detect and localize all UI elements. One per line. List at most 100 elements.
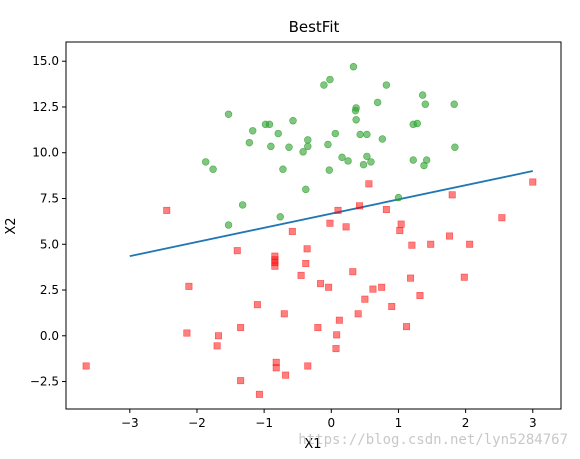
red-square-point: [335, 316, 343, 324]
red-square-point: [297, 271, 305, 279]
red-square-point: [388, 302, 396, 310]
x-tick-label: −2: [188, 416, 206, 430]
red-square-point: [407, 274, 415, 282]
red-square-point: [314, 324, 322, 332]
green-circle-point: [331, 129, 340, 138]
red-square-point: [82, 362, 90, 370]
red-square-point: [416, 292, 424, 300]
y-tick-label: 15.0: [32, 54, 59, 68]
red-square-point: [365, 180, 373, 188]
red-square-point: [382, 205, 390, 213]
green-circle-point: [202, 158, 210, 166]
green-circle-point: [378, 135, 387, 143]
green-circle-point: [418, 91, 427, 99]
red-square-point: [403, 323, 411, 331]
x-tick-label: −1: [255, 416, 273, 430]
red-square-point: [237, 377, 245, 385]
red-square-point: [271, 262, 279, 270]
green-circle-point: [285, 143, 293, 151]
red-square-point: [282, 371, 290, 379]
red-square-point: [163, 206, 171, 214]
green-circle-point: [421, 100, 430, 108]
green-circle-point: [279, 165, 287, 173]
chart-title: BestFit: [289, 18, 340, 36]
red-square-point: [233, 247, 241, 255]
x-tick-label: 1: [395, 416, 403, 430]
red-square-point: [427, 240, 435, 248]
green-circle-point: [394, 193, 403, 202]
watermark-text: https://blog.csdn.net/lyn5284767: [298, 432, 568, 448]
green-circle-point: [224, 221, 233, 229]
red-square-point: [529, 178, 537, 186]
y-tick-label: 2.5: [40, 283, 59, 297]
x-axis-label: X1: [304, 437, 321, 452]
red-square-point: [396, 227, 404, 235]
green-circle-point: [302, 185, 310, 194]
red-square-point: [183, 329, 191, 337]
green-circle-point: [299, 148, 307, 156]
red-square-point: [325, 283, 333, 291]
green-circle-point: [267, 142, 275, 151]
green-circle-point: [249, 127, 257, 135]
green-circle-point: [367, 158, 375, 166]
red-square-point: [213, 342, 221, 350]
green-circle-point: [356, 130, 364, 139]
green-circle-point: [304, 142, 312, 151]
green-circle-point: [238, 201, 247, 209]
green-circle-point: [352, 104, 360, 112]
red-square-point: [378, 283, 386, 291]
red-square-point: [334, 206, 342, 214]
y-tick-label: 12.5: [32, 100, 59, 114]
y-tick-label: 10.0: [32, 146, 59, 160]
green-circle-point: [363, 152, 371, 161]
red-square-point: [237, 324, 245, 332]
green-circle-point: [344, 157, 352, 165]
red-square-point: [317, 280, 325, 288]
red-square-point: [446, 232, 454, 240]
green-circle-point: [338, 153, 346, 162]
red-square-point: [342, 223, 350, 231]
red-square-point: [466, 240, 474, 248]
green-circle-point: [224, 110, 233, 119]
green-circle-point: [359, 160, 368, 169]
y-axis-label: X2: [4, 217, 19, 234]
green-circle-point: [276, 213, 284, 221]
green-circle-point: [363, 130, 371, 139]
red-square-point: [397, 220, 405, 228]
green-circle-point: [289, 117, 297, 125]
y-tick-label: 7.5: [40, 192, 59, 206]
red-square-point: [214, 332, 222, 340]
red-square-point: [361, 295, 369, 303]
green-circle-point: [245, 138, 254, 147]
red-square-point: [460, 273, 468, 281]
green-circle-point: [304, 136, 312, 144]
green-circle-point: [451, 143, 459, 151]
red-square-point: [255, 390, 263, 398]
green-circle-point: [320, 81, 328, 89]
y-tick-label: 5.0: [40, 237, 59, 251]
red-square-point: [349, 268, 357, 276]
red-square-point: [280, 310, 288, 318]
red-square-point: [332, 345, 340, 353]
y-tick-label: −2.5: [30, 375, 59, 389]
red-square-point: [303, 245, 311, 253]
green-circle-point: [382, 81, 391, 89]
red-square-point: [288, 227, 296, 235]
x-tick-label: −3: [121, 416, 139, 430]
green-circle-point: [209, 165, 217, 173]
red-square-point: [272, 364, 280, 372]
best-fit-line: [129, 170, 533, 258]
red-square-point: [356, 202, 364, 210]
red-square-point: [498, 214, 506, 222]
red-square-point: [185, 282, 193, 290]
red-square-point: [448, 191, 456, 199]
axis-ticks: −3 −2 −1 0 1 2 3 −2.5 0.0 2.5 5.0 7.5 10.0 12.5 15.0: [30, 54, 537, 430]
green-circle-point: [409, 156, 417, 164]
plot-frame: [65, 41, 562, 410]
red-square-point: [326, 219, 334, 227]
green-circle-point: [352, 116, 360, 124]
best-fit-line-layer: [129, 170, 533, 258]
red-square-point: [253, 301, 261, 309]
y-tick-label: 0.0: [40, 329, 59, 343]
